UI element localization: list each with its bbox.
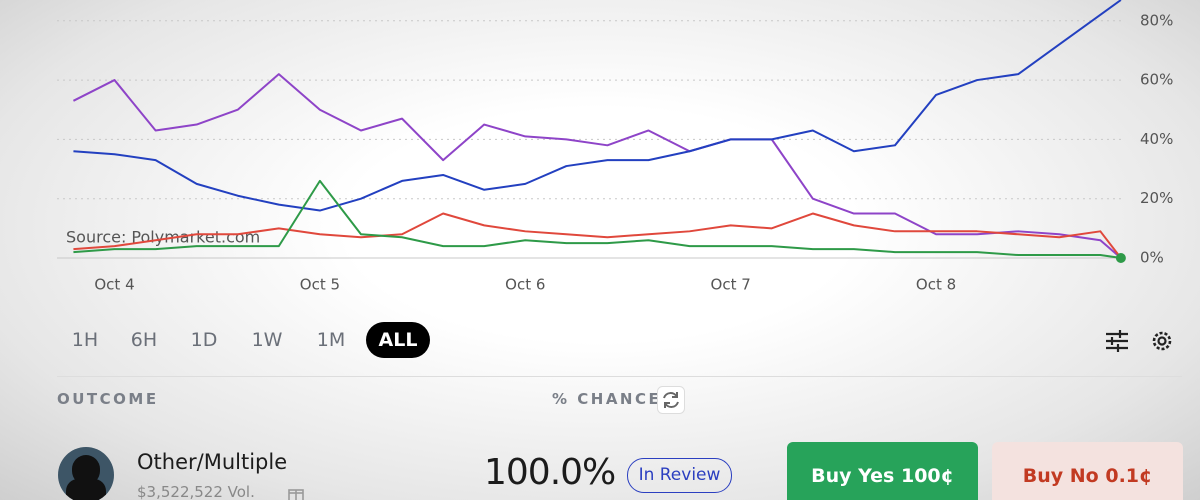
refresh-icon[interactable] [657, 386, 685, 414]
series-line [73, 212, 1122, 259]
buy-no-button[interactable]: Buy No 0.1¢ [992, 442, 1183, 500]
settings-icon[interactable] [1149, 328, 1175, 354]
x-tick-label: Oct 4 [94, 276, 134, 294]
y-tick-label: 80% [1140, 11, 1173, 29]
y-tick-label: 0% [1140, 249, 1164, 267]
outcome-volume: $3,522,522 Vol. [137, 483, 255, 500]
y-tick-label: 60% [1140, 71, 1173, 89]
outcome-chance: 100.0% [484, 452, 616, 493]
outcome-header: OUTCOME [57, 390, 159, 408]
time-range-tab[interactable]: 1D [190, 329, 218, 351]
series-line [73, 0, 1122, 212]
y-tick-label: 20% [1140, 189, 1173, 207]
status-badge: In Review [627, 458, 732, 493]
y-tick-label: 40% [1140, 130, 1173, 148]
series-line [73, 179, 1122, 259]
x-tick-label: Oct 8 [916, 276, 956, 294]
gift-icon [288, 489, 304, 500]
chance-header: % CHANCE [552, 390, 662, 408]
x-tick-label: Oct 5 [300, 276, 340, 294]
divider [57, 376, 1182, 377]
chart-annotation: Source: Polymarket.com [66, 228, 260, 247]
time-range-tab[interactable]: 1W [251, 329, 283, 351]
time-range-tab[interactable]: 6H [130, 329, 158, 351]
time-range-tab[interactable]: 1M [316, 329, 346, 351]
series-line [72, 73, 1122, 259]
end-dot [1115, 253, 1126, 263]
chart: Source: Polymarket.com 0% 20% 40% 60% 80% Oct… [57, 0, 1173, 294]
filter-icon[interactable] [1104, 328, 1130, 354]
outcome-name: Other/Multiple [137, 450, 288, 474]
buy-yes-button[interactable]: Buy Yes 100¢ [787, 442, 978, 500]
x-tick-label: Oct 7 [711, 276, 751, 294]
x-tick-label: Oct 6 [505, 276, 545, 294]
time-range-tab[interactable]: ALL [366, 322, 430, 358]
time-range-tab[interactable]: 1H [71, 329, 99, 351]
outcome-avatar [58, 447, 114, 500]
